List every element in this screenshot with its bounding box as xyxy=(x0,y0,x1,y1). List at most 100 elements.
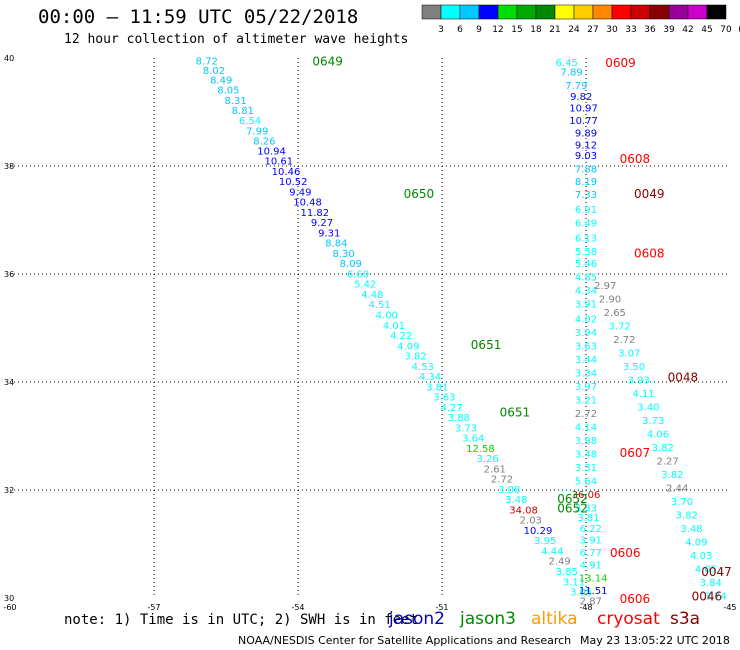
wave-height-value: 8.19 xyxy=(575,177,597,188)
color-scale-label: 30 xyxy=(606,25,618,35)
track-time-label: 0606 xyxy=(610,546,641,560)
wave-height-value: 5.42 xyxy=(354,280,376,291)
footer-credit: NOAA/NESDIS Center for Satellite Applica… xyxy=(238,634,572,647)
wave-height-value: 6.60 xyxy=(347,269,369,280)
track-time-label: 0609 xyxy=(605,56,636,70)
wave-height-value: 3.98 xyxy=(575,436,597,447)
wave-height-value: 3.07 xyxy=(618,348,640,359)
color-swatch xyxy=(706,4,727,20)
wave-height-value: 4.01 xyxy=(383,321,405,332)
y-tick-label: 30 xyxy=(4,594,14,603)
wave-height-value: 9.49 xyxy=(289,187,311,198)
wave-height-value: 10.97 xyxy=(569,104,598,115)
wave-height-value: 11.82 xyxy=(300,208,329,219)
color-scale-label: 24 xyxy=(568,25,580,35)
wave-height-value: 3.26 xyxy=(476,454,498,465)
wave-height-value: 3.50 xyxy=(623,362,645,373)
wave-height-value: 3.70 xyxy=(671,497,693,508)
wave-height-value: 2.72 xyxy=(613,335,635,346)
wave-height-value: 4.11 xyxy=(632,389,654,400)
wave-height-value: 3.82 xyxy=(676,510,698,521)
wave-height-value: 3.97 xyxy=(575,382,597,393)
wave-height-value: 4.85 xyxy=(575,273,597,284)
wave-height-value: 8.02 xyxy=(203,66,225,77)
wave-height-value: 10.94 xyxy=(257,146,286,157)
satellite-legend-label: jason3 xyxy=(460,609,516,629)
wave-height-value: 5.46 xyxy=(575,259,597,270)
wave-height-value: 4.14 xyxy=(575,422,597,433)
wave-height-value: 9.31 xyxy=(318,228,340,239)
wave-height-value: 2.27 xyxy=(656,456,678,467)
wave-height-value: 10.48 xyxy=(293,198,322,209)
wave-height-value: 8.30 xyxy=(332,249,354,260)
chart-title: 00:00 – 11:59 UTC 05/22/2018 xyxy=(38,6,359,28)
wave-height-value: 5.58 xyxy=(575,247,597,258)
color-scale-label: 33 xyxy=(625,25,636,35)
wave-height-value: 3.40 xyxy=(637,402,659,413)
wave-height-value: 4.53 xyxy=(412,362,434,373)
wave-height-value: 10.52 xyxy=(279,177,308,188)
wave-height-value: 3.73 xyxy=(455,423,477,434)
wave-height-value: 3.48 xyxy=(505,495,527,506)
wave-height-value: 4.06 xyxy=(647,429,669,440)
wave-height-value: 3.91 xyxy=(575,300,597,311)
wave-height-value: 6.91 xyxy=(575,205,597,216)
wave-height-value: 6.54 xyxy=(239,116,261,127)
wave-height-value: 4.51 xyxy=(368,300,390,311)
wave-height-value: 12.58 xyxy=(466,444,495,455)
track-time-label: 0650 xyxy=(404,187,435,201)
track-time-label: 0652 xyxy=(557,501,588,515)
wave-height-value: 2.72 xyxy=(491,475,513,486)
wave-height-value: 3.11 xyxy=(563,577,585,588)
satellite-legend-label: s3a xyxy=(670,609,701,629)
wave-height-value: 3.91 xyxy=(580,536,602,547)
wave-height-value: 2.65 xyxy=(604,308,626,319)
wave-height-value: 4.09 xyxy=(685,537,707,548)
wave-height-value: 4.09 xyxy=(397,341,419,352)
wave-height-value: 9.12 xyxy=(575,140,597,151)
track-time-label: 0652 xyxy=(557,492,588,506)
x-tick-label: -48 xyxy=(579,603,592,612)
wave-height-value: 6.13 xyxy=(575,233,597,244)
x-tick-label: -51 xyxy=(435,603,448,612)
wave-height-value: 10.29 xyxy=(524,526,553,537)
color-scale-label: 45 xyxy=(701,25,712,35)
color-scale-label: 70 xyxy=(720,25,732,35)
y-tick-label: 32 xyxy=(4,486,14,495)
wave-height-value: 6.22 xyxy=(580,524,602,535)
track-time-label: 0608 xyxy=(634,246,665,260)
wave-height-value: 9.89 xyxy=(575,129,597,140)
footer-timestamp: May 23 13:05:22 UTC 2018 xyxy=(580,634,730,647)
wave-height-value: 7.79 xyxy=(565,81,587,92)
color-scale-label: 3 xyxy=(438,25,444,35)
wave-height-value: 8.09 xyxy=(340,259,362,270)
wave-height-value: 11.51 xyxy=(579,586,608,597)
wave-height-value: 8.84 xyxy=(325,239,347,250)
wave-height-value: 7.99 xyxy=(246,126,268,137)
wave-height-value: 2.03 xyxy=(520,516,542,527)
color-scale-label: 12 xyxy=(492,25,503,35)
wave-height-value: 6.45 xyxy=(556,58,578,69)
wave-height-value: 3.81 xyxy=(577,513,599,524)
y-tick-label: 36 xyxy=(4,270,14,279)
wave-height-value: 4.03 xyxy=(690,551,712,562)
wave-height-value: 2.87 xyxy=(580,597,602,608)
wave-height-value: 2.90 xyxy=(599,294,621,305)
wave-height-value: 9.82 xyxy=(570,92,592,103)
track-time-label: 0606 xyxy=(620,592,651,606)
color-scale-label: 39 xyxy=(663,25,675,35)
color-scale-label: 9 xyxy=(476,25,482,35)
chart-subtitle: 12 hour collection of altimeter wave hei… xyxy=(64,32,409,47)
color-scale-label: 18 xyxy=(530,25,542,35)
wave-height-value: 5.64 xyxy=(575,476,597,487)
wave-height-value: 2.72 xyxy=(575,409,597,420)
wave-height-value: 8.72 xyxy=(196,57,218,68)
color-scale-label: 42 xyxy=(682,25,693,35)
y-tick-label: 40 xyxy=(4,54,14,63)
color-scale-label: 21 xyxy=(549,25,560,35)
wave-height-value: 3.33 xyxy=(575,503,597,514)
wave-height-value: 4.34 xyxy=(419,372,441,383)
wave-height-value: 2.61 xyxy=(484,464,506,475)
wave-height-value: 7.33 xyxy=(575,190,597,201)
